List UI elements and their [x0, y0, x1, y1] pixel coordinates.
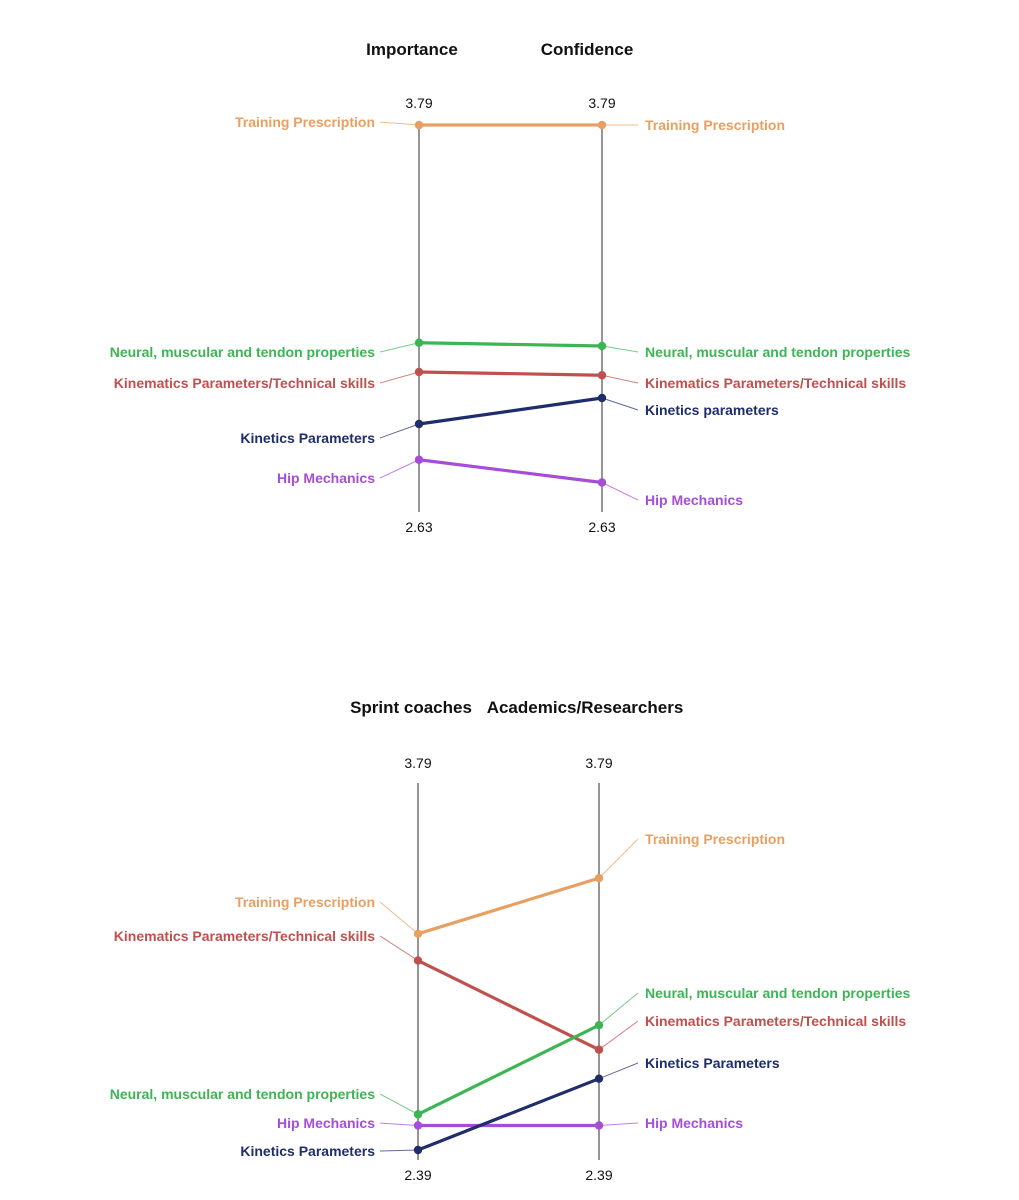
data-point	[413, 956, 423, 965]
data-point	[597, 371, 607, 380]
leader-left	[379, 371, 420, 384]
data-point	[414, 455, 424, 464]
leader-right	[601, 374, 639, 384]
leader-right	[598, 992, 639, 1026]
leader-right	[601, 397, 639, 411]
series-line	[416, 876, 601, 936]
data-point	[414, 367, 424, 377]
data-point	[594, 1121, 604, 1130]
leader-left	[379, 1122, 419, 1126]
series-label-right: Neural, muscular and tendon properties	[645, 344, 910, 360]
series-label-right: Hip Mechanics	[645, 1115, 743, 1131]
series-line	[417, 458, 604, 485]
series-label-right: Training Prescription	[645, 831, 785, 847]
tick-label-top-right: 3.79	[588, 95, 615, 111]
series-label-left: Neural, muscular and tendon properties	[110, 1086, 375, 1102]
leader-right	[598, 838, 639, 879]
tick-label-top-left: 3.79	[405, 95, 432, 111]
series-label-right: Kinematics Parameters/Technical skills	[645, 375, 906, 391]
data-point	[597, 341, 607, 351]
axis-title-left: Sprint coaches	[350, 698, 472, 717]
axis-title-right: Academics/Researchers	[487, 698, 684, 717]
series-label-left: Hip Mechanics	[277, 1115, 375, 1131]
leader-right	[601, 482, 639, 501]
data-point	[413, 1145, 423, 1155]
importance-confidence-chart: Importance Confidence 3.79 2.63 3.79 2.63 Trai…	[110, 40, 911, 535]
leader-left	[379, 1149, 419, 1152]
series-label-left: Kinetics Parameters	[240, 430, 375, 446]
leader-left	[379, 935, 419, 961]
tick-label-bottom-right: 2.39	[585, 1167, 612, 1183]
leader-right	[598, 1020, 639, 1051]
data-point	[414, 338, 424, 347]
tick-label-top-left: 3.79	[404, 755, 431, 771]
leader-left	[379, 121, 420, 126]
data-point	[597, 478, 607, 487]
leader-left	[379, 901, 419, 935]
tick-label-bottom-right: 2.63	[588, 519, 615, 535]
series-label-left: Kinematics Parameters/Technical skills	[114, 375, 375, 391]
data-point	[413, 1110, 423, 1119]
series-label-left: Training Prescription	[235, 114, 375, 130]
axis-title-left: Importance	[366, 40, 458, 59]
data-point	[594, 1074, 604, 1083]
tick-label-bottom-left: 2.63	[405, 519, 432, 535]
leader-right	[601, 345, 639, 353]
series-label-right: Neural, muscular and tendon properties	[645, 985, 910, 1001]
data-point	[594, 1020, 604, 1030]
series-line	[417, 370, 604, 377]
series-line	[416, 1077, 601, 1152]
leader-right	[598, 1062, 639, 1080]
series-label-right: Kinetics Parameters	[645, 1055, 780, 1071]
series-label-right: Kinematics Parameters/Technical skills	[645, 1013, 906, 1029]
series-line	[416, 1023, 601, 1116]
series-label-left: Neural, muscular and tendon properties	[110, 344, 375, 360]
series-label-left: Training Prescription	[235, 894, 375, 910]
data-point	[597, 393, 607, 403]
data-point	[597, 120, 607, 130]
leader-left	[379, 423, 420, 439]
series-label-left: Kinetics Parameters	[240, 1143, 375, 1159]
series-label-left: Hip Mechanics	[277, 470, 375, 486]
data-point	[594, 1045, 604, 1054]
series-label-right: Training Prescription	[645, 117, 785, 133]
leader-left	[379, 459, 420, 479]
data-point	[414, 120, 424, 130]
series-label-right: Kinetics parameters	[645, 402, 779, 418]
series-line	[416, 958, 601, 1052]
series-line	[417, 341, 604, 348]
leader-left	[379, 1093, 419, 1115]
tick-label-bottom-left: 2.39	[404, 1167, 431, 1183]
data-point	[413, 1121, 423, 1130]
leader-right	[598, 1122, 639, 1126]
axis-title-right: Confidence	[541, 40, 634, 59]
data-point	[413, 929, 423, 939]
leader-left	[379, 342, 420, 353]
series-label-left: Kinematics Parameters/Technical skills	[114, 928, 375, 944]
tick-label-top-right: 3.79	[585, 755, 612, 771]
data-point	[594, 873, 604, 883]
data-point	[414, 419, 424, 429]
series-line	[417, 396, 604, 426]
series-label-right: Hip Mechanics	[645, 492, 743, 508]
coaches-academics-chart: Sprint coaches Academics/Researchers 3.79 2…	[110, 698, 911, 1183]
